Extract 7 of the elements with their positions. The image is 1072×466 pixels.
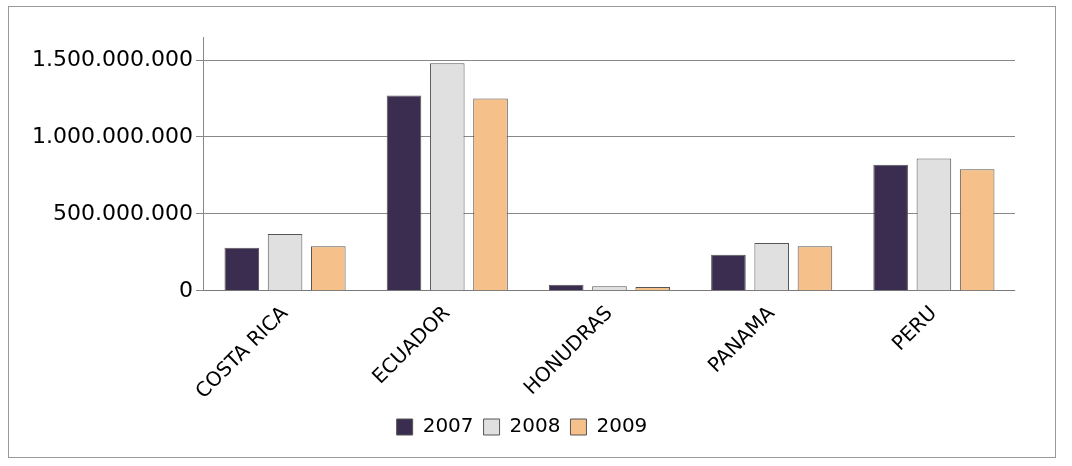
legend-label: 2008 bbox=[509, 413, 561, 438]
y-tick-label: 1.500.000.000 bbox=[32, 45, 193, 71]
y-tick-label: 1.000.000.000 bbox=[32, 122, 193, 148]
y-tick-label: 500.000.000 bbox=[52, 199, 193, 225]
legend-label: 2009 bbox=[596, 413, 648, 438]
y-tick-label: 0 bbox=[178, 276, 193, 302]
legend-label: 2007 bbox=[422, 413, 474, 438]
